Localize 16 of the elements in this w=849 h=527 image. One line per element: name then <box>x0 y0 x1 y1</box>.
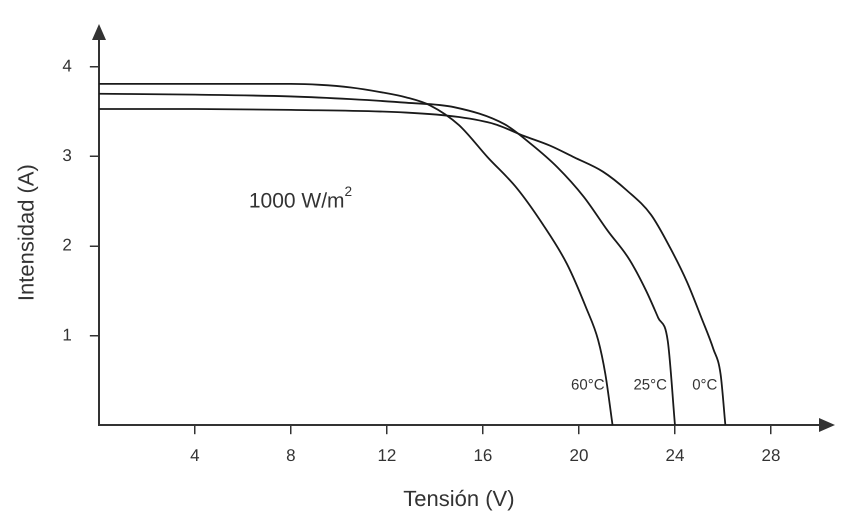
y-tick-label: 4 <box>62 56 72 76</box>
series-label: 60°C <box>571 376 605 394</box>
x-tick-label: 8 <box>286 446 296 466</box>
series-label: 0°C <box>692 376 718 394</box>
x-tick-label: 4 <box>190 446 200 466</box>
x-axis-title: Tensión (V) <box>403 486 515 511</box>
x-tick-label: 28 <box>762 446 780 466</box>
x-tick-label: 20 <box>569 446 588 466</box>
x-tick-label: 12 <box>377 446 396 466</box>
x-tick-label: 16 <box>473 446 492 466</box>
y-tick-label: 2 <box>62 236 72 255</box>
series-label: 25°C <box>633 376 668 394</box>
y-tick-label: 1 <box>62 325 72 344</box>
y-tick-label: 3 <box>62 146 72 166</box>
x-tick-label: 24 <box>666 446 684 466</box>
y-axis-title: Intensidad (A) <box>13 164 38 302</box>
